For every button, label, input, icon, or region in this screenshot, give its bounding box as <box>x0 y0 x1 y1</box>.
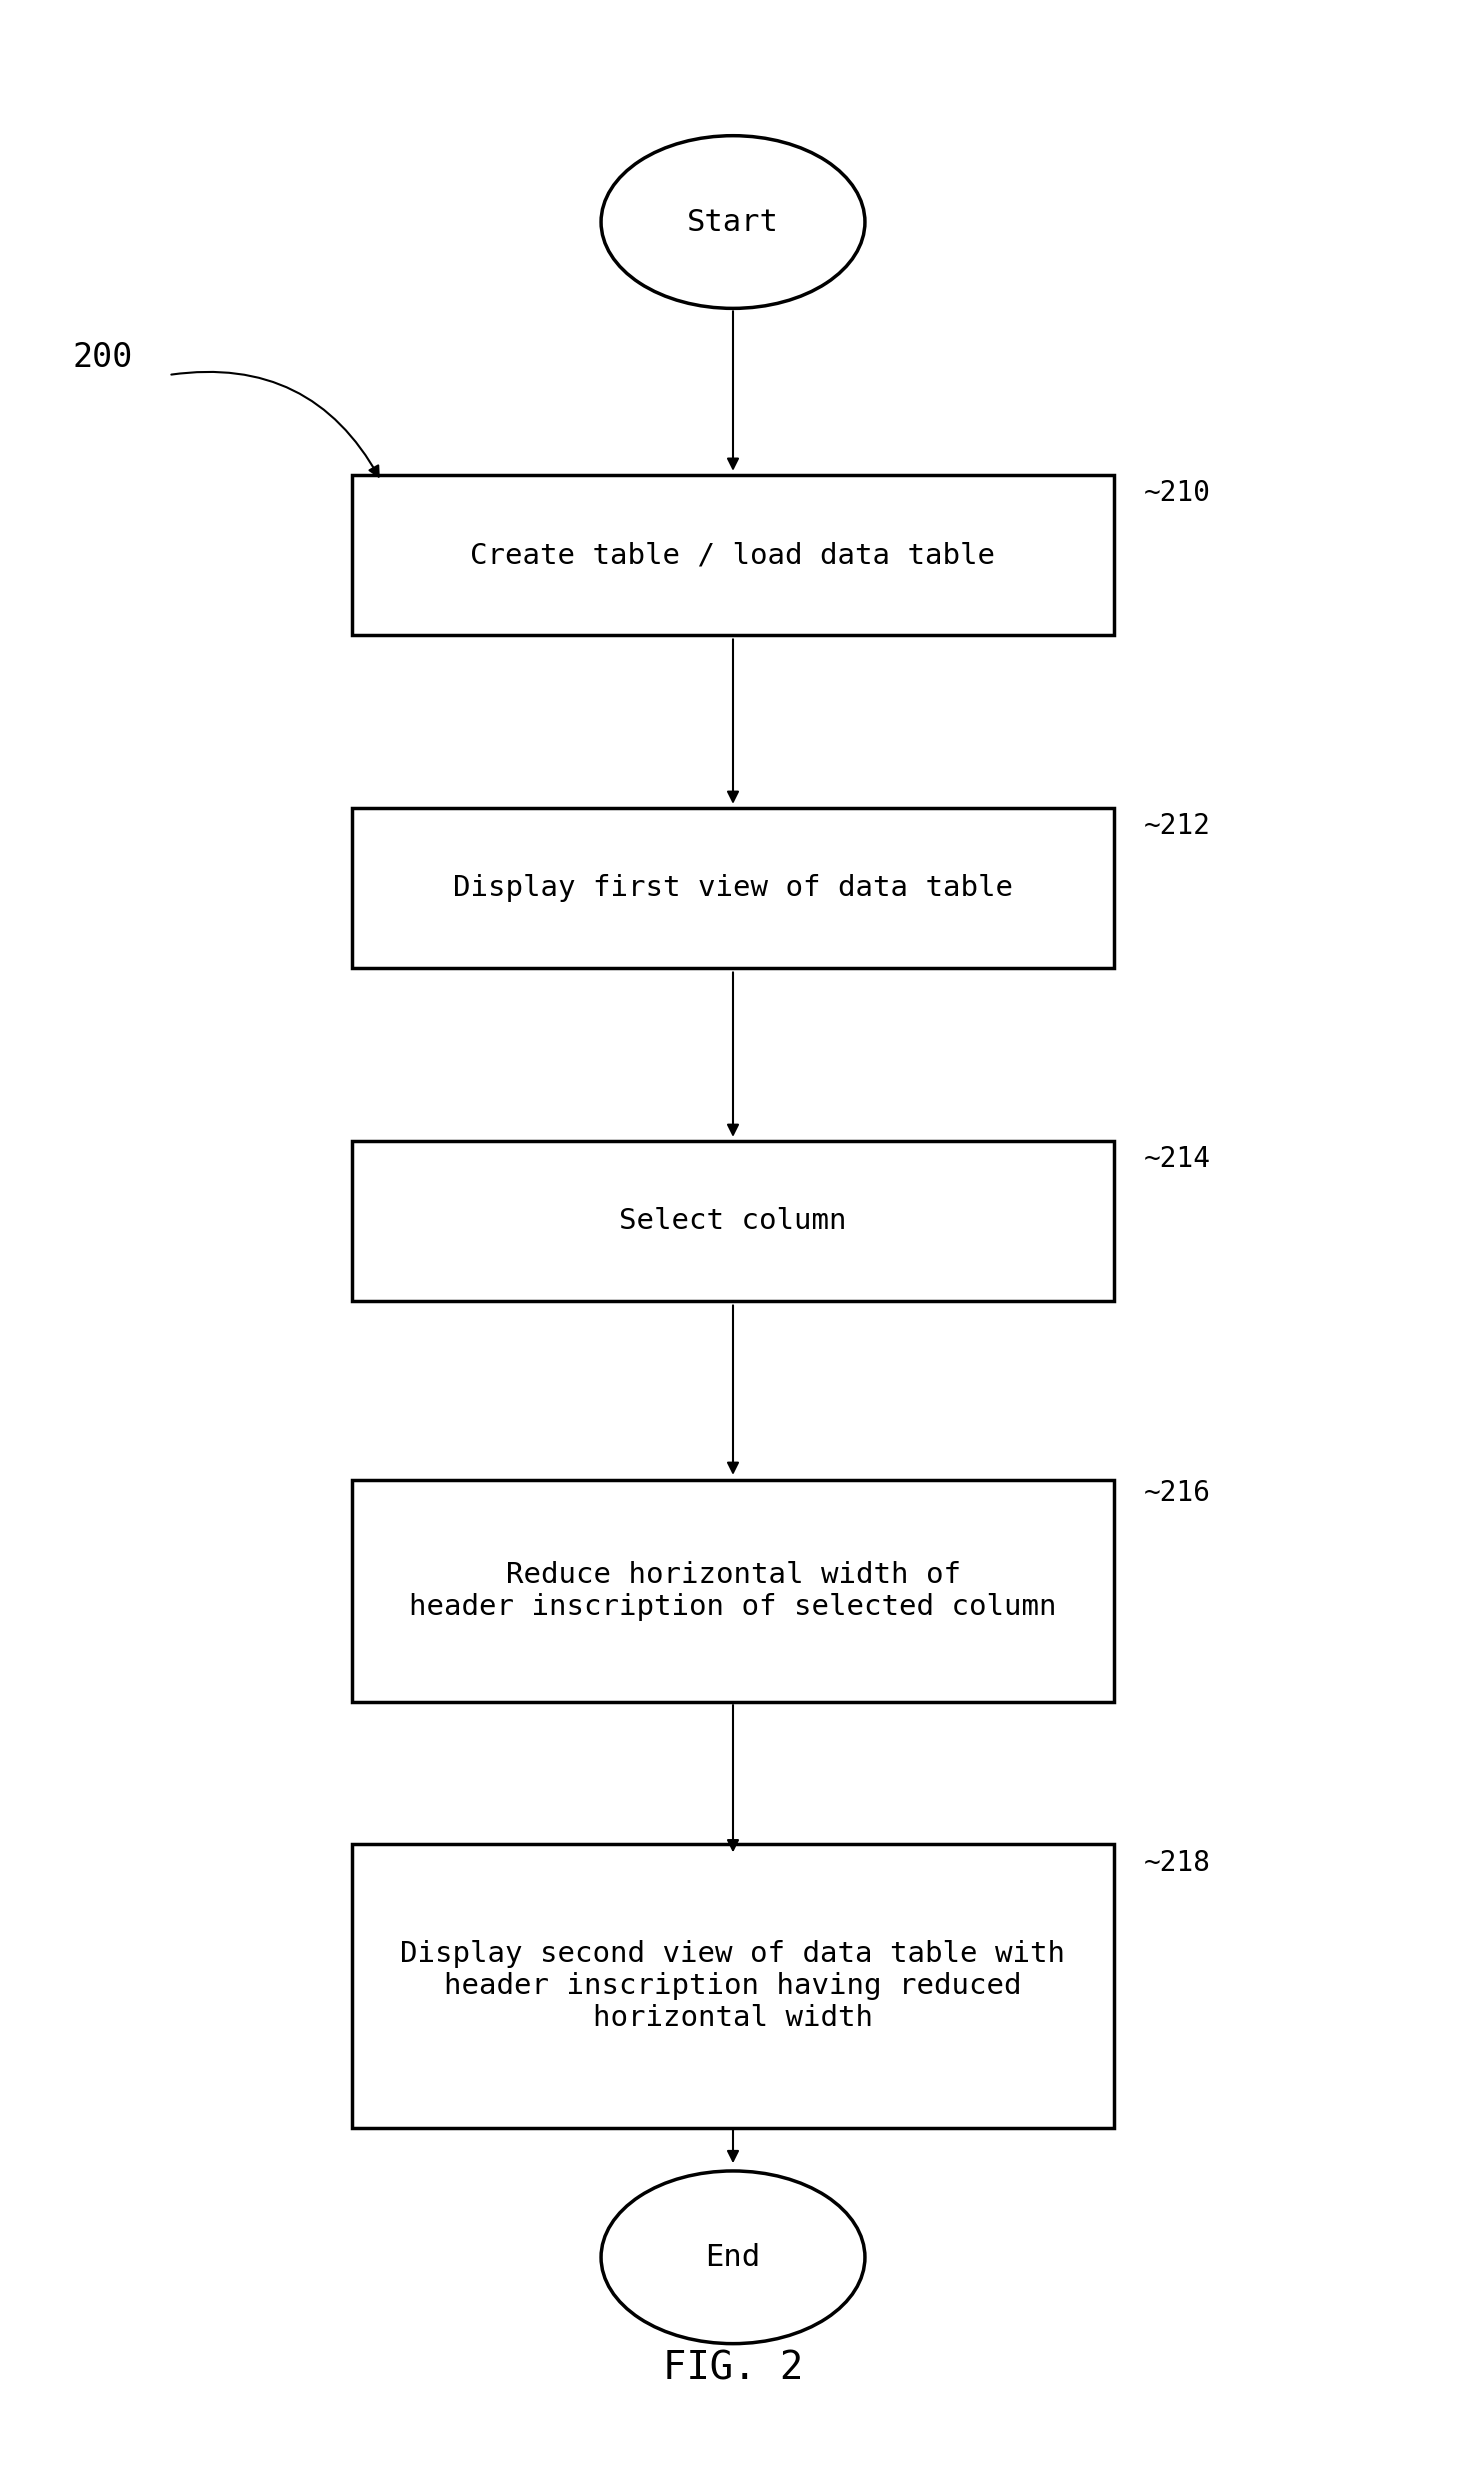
Text: Select column: Select column <box>619 1206 847 1236</box>
Text: ~210: ~210 <box>1143 479 1211 508</box>
Text: Create table / load data table: Create table / load data table <box>471 540 995 570</box>
Text: Start: Start <box>688 207 778 237</box>
Text: FIG. 2: FIG. 2 <box>663 2349 803 2388</box>
Text: End: End <box>705 2243 761 2272</box>
Text: ~212: ~212 <box>1143 812 1211 841</box>
Text: Display second view of data table with
header inscription having reduced
horizon: Display second view of data table with h… <box>400 1939 1066 2033</box>
Text: ~216: ~216 <box>1143 1478 1211 1507</box>
Text: ~218: ~218 <box>1143 1848 1211 1877</box>
Text: ~214: ~214 <box>1143 1145 1211 1174</box>
Text: Reduce horizontal width of
header inscription of selected column: Reduce horizontal width of header inscri… <box>409 1562 1057 1621</box>
Text: Display first view of data table: Display first view of data table <box>453 873 1013 903</box>
Text: 200: 200 <box>72 340 133 375</box>
